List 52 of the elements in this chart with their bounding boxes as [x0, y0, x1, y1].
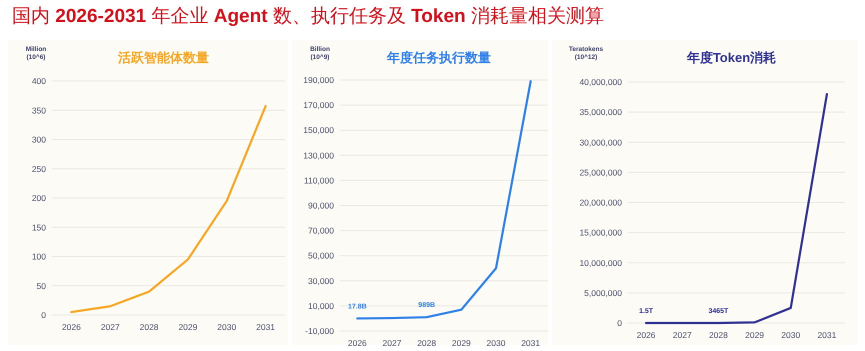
- x-tick-label: 2028: [708, 330, 728, 340]
- x-tick-label: 2029: [178, 322, 198, 332]
- x-tick-label: 2029: [452, 338, 472, 348]
- y-tick-label: 350: [32, 105, 46, 116]
- y-tick-label: 30,000: [308, 276, 334, 286]
- x-tick-label: 2027: [100, 322, 120, 332]
- line-series: [70, 105, 267, 314]
- x-tick-label: 2031: [256, 322, 276, 332]
- y-tick-label: 170,000: [303, 100, 334, 110]
- y-tick-label: 50: [36, 280, 46, 291]
- y-tick-label: 250: [32, 164, 46, 174]
- x-tick-label: 2028: [417, 338, 436, 348]
- x-tick-label: 2030: [781, 330, 800, 340]
- chart-title: 年度任务执行数量: [386, 50, 491, 65]
- y-tick-label: 70,000: [308, 226, 334, 236]
- y-tick-label: 200: [32, 193, 46, 203]
- x-tick-label: 2030: [217, 322, 236, 332]
- y-tick-label: 20,000,000: [579, 198, 622, 208]
- y-tick-label: 40,000,000: [579, 77, 622, 87]
- y-tick-label: 190,000: [303, 75, 334, 85]
- y-tick-label: 130,000: [303, 150, 334, 160]
- y-tick-label: -10,000: [305, 326, 334, 336]
- x-tick-label: 2030: [486, 338, 506, 348]
- chart-title: 活跃智能体数量: [117, 50, 209, 65]
- y-tick-label: 300: [32, 134, 46, 144]
- x-tick-label: 2029: [745, 330, 764, 340]
- y-tick-label: 0: [41, 310, 46, 320]
- x-tick-label: 2026: [62, 322, 82, 332]
- chart-title: 年度Token消耗: [686, 50, 776, 65]
- x-tick-label: 2026: [348, 338, 368, 348]
- y-tick-label: 150,000: [303, 125, 334, 136]
- y-tick-label: 150: [32, 222, 46, 232]
- y-tick-label: 25,000,000: [579, 167, 622, 178]
- y-tick-label: 50,000: [308, 250, 334, 261]
- y-tick-label: 90,000: [308, 200, 334, 210]
- y-tick-label: 0: [617, 318, 622, 328]
- y-tick-label: 30,000,000: [579, 137, 622, 148]
- y-tick-label: 10,000: [308, 300, 334, 311]
- x-tick-label: 2028: [140, 322, 159, 332]
- x-tick-label: 2027: [382, 338, 402, 348]
- x-tick-label: 2027: [672, 330, 692, 340]
- x-tick-label: 2026: [636, 330, 656, 340]
- y-tick-label: 400: [32, 76, 46, 86]
- x-tick-label: 2031: [521, 338, 540, 348]
- y-tick-label: 10,000,000: [579, 258, 622, 268]
- y-tick-label: 5,000,000: [584, 288, 622, 298]
- y-tick-label: 35,000,000: [579, 107, 622, 118]
- y-tick-label: 100: [32, 252, 46, 262]
- y-tick-label: 15,000,000: [579, 228, 622, 238]
- text: 国内 2026-2031 年企业 Agent 数、执行任务及 Token 消耗量相关测算: [12, 6, 604, 27]
- x-tick-label: 2031: [817, 330, 837, 340]
- y-tick-label: 110,000: [304, 175, 334, 186]
